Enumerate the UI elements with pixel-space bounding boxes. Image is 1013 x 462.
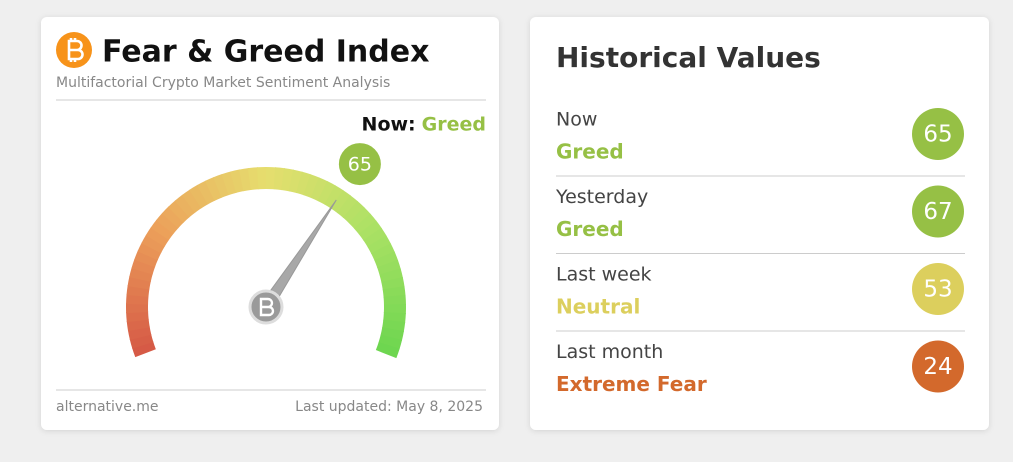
gauge-segment (324, 185, 344, 209)
gauge-segment (367, 235, 392, 254)
now-class: Greed (422, 114, 486, 136)
hub-glyph (259, 297, 275, 317)
value-circle (912, 185, 964, 238)
value: 67 (923, 199, 952, 225)
subtitle: Multifactorial Crypto Market Sentiment A… (56, 75, 390, 91)
gauge-segment (371, 243, 395, 261)
classification: Neutral (556, 295, 640, 319)
gauge-segment (168, 200, 190, 223)
value-circle (912, 340, 964, 393)
gauge-segment (296, 171, 312, 196)
period: Last month (556, 341, 663, 363)
gauge-segment (256, 167, 267, 190)
gauge-segment (221, 171, 237, 196)
gauge-segment (310, 177, 329, 202)
gauge-segment (129, 267, 153, 282)
gauge-segment (132, 341, 156, 358)
gauge-segment (247, 167, 260, 190)
gauge-segment (383, 295, 406, 306)
value-circle (912, 263, 964, 315)
gauge: 65 (125, 143, 407, 359)
classification: Greed (556, 140, 624, 164)
gauge-segment (337, 195, 359, 219)
classification: Greed (556, 217, 624, 241)
history-list: Now Greed 65 Yesterday Greed 67 Last week Neutr… (555, 108, 965, 396)
gauge-segment (204, 177, 223, 201)
gauge-segment (174, 194, 196, 218)
gauge-segment (125, 303, 149, 314)
value-bubble (338, 143, 381, 186)
period: Yesterday (555, 186, 648, 208)
value: 24 (923, 354, 952, 380)
period: Now (556, 109, 597, 131)
gauge-segment (126, 311, 149, 323)
card-title: Historical Values (556, 41, 821, 74)
value: 65 (923, 122, 952, 148)
history-card (530, 17, 989, 430)
gauge-segment (196, 180, 216, 205)
gauge-segment (281, 168, 294, 192)
gauge-segment (141, 234, 166, 254)
gauge-segment (213, 173, 230, 198)
value: 53 (923, 277, 952, 303)
gauge-segment (382, 286, 406, 298)
gauge-segment (137, 242, 162, 261)
card-title: Fear & Greed Index (102, 35, 429, 70)
gauge-segment (145, 226, 170, 247)
gauge-segment (150, 219, 174, 241)
gauge-segment (330, 189, 352, 214)
gauge-segment (353, 213, 377, 235)
gauge-segment (383, 304, 407, 315)
gauge-segment (358, 220, 382, 241)
gauge-segment (363, 227, 387, 248)
gauge-segment (380, 327, 404, 341)
value-label: 65 (348, 154, 372, 176)
gauge-segment (374, 251, 399, 268)
gauge-segment (288, 169, 303, 194)
now-label: Now: (362, 114, 416, 136)
gauge-segment (266, 167, 277, 190)
gauge-segment (134, 250, 159, 268)
gauge-segment (381, 277, 405, 291)
last-updated: Last updated: May 8, 2025 (295, 399, 483, 415)
bitcoin-glyph (67, 38, 84, 62)
gauge-segment (342, 200, 365, 224)
gauge-segment (375, 342, 400, 359)
gauge-segment (378, 334, 403, 350)
gauge-segment (303, 174, 320, 199)
value-circle (912, 108, 964, 160)
gauge-segment (161, 206, 185, 229)
gauge-segment (155, 212, 179, 235)
gauge-segment (348, 206, 371, 229)
gauge-segment (126, 294, 149, 305)
classification: Extreme Fear (556, 372, 707, 396)
gauge-segment (317, 181, 336, 205)
source: alternative.me (56, 399, 159, 415)
period: Last week (556, 264, 652, 286)
gauge-segment (126, 318, 150, 332)
gauge-segment (131, 258, 156, 275)
gauge-segment (377, 259, 401, 276)
gauge-segment (127, 276, 151, 290)
gauge-segment (181, 189, 202, 213)
gauge-segment (189, 184, 209, 209)
gauge-segment (239, 168, 252, 192)
